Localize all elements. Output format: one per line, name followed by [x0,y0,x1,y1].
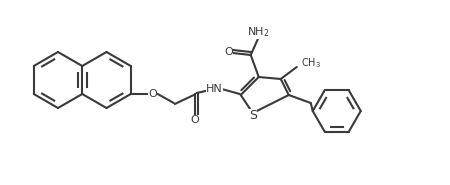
Text: NH$_2$: NH$_2$ [248,25,270,39]
Text: HN: HN [207,84,223,94]
Text: O: O [148,89,157,99]
Text: S: S [249,108,257,122]
Text: O: O [225,47,233,57]
Text: O: O [190,115,199,125]
Text: CH$_3$: CH$_3$ [301,56,321,70]
